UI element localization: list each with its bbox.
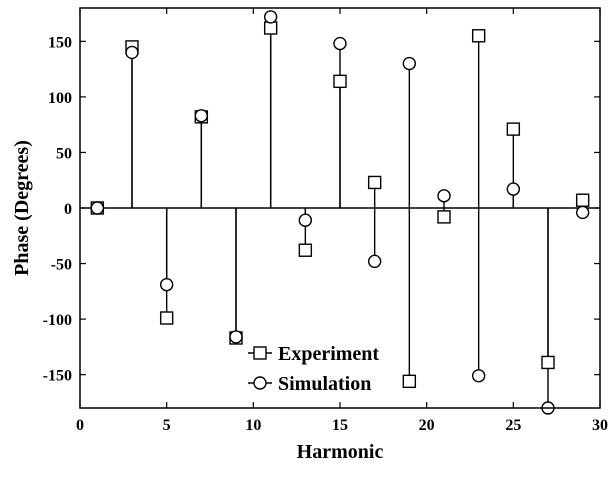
simulation-point <box>575 205 590 220</box>
legend: Experiment Simulation <box>248 343 379 395</box>
y-tick-label: -100 <box>43 312 72 329</box>
experiment-point <box>298 243 313 257</box>
simulation-point <box>333 36 347 51</box>
y-tick-label: 100 <box>48 90 72 107</box>
y-tick-label: -50 <box>51 257 72 274</box>
legend-circle-marker <box>253 376 267 390</box>
legend-label: Simulation <box>278 373 371 395</box>
experiment-point <box>367 175 382 190</box>
experiment-point <box>263 21 278 35</box>
x-axis-title: Harmonic <box>297 441 384 463</box>
simulation-point <box>471 369 486 383</box>
x-tick-label: 25 <box>505 417 521 434</box>
ticks-layer: 0 5 10 15 20 25 30 -150 -100 -50 0 50 100 150 <box>43 8 608 434</box>
y-axis-title: Phase (Degrees) <box>11 140 33 276</box>
y-tick-label: 150 <box>48 34 72 51</box>
experiment-point <box>437 210 451 224</box>
experiment-point <box>402 374 417 389</box>
x-tick-label: 0 <box>76 417 84 434</box>
simulation-point <box>194 109 209 123</box>
legend-label: Experiment <box>278 343 379 365</box>
simulation-point <box>229 330 243 344</box>
x-tick-label: 20 <box>419 417 435 434</box>
markers-layer <box>90 10 590 415</box>
experiment-point <box>333 74 347 89</box>
simulation-point <box>298 213 313 227</box>
x-tick-label: 10 <box>245 417 261 434</box>
simulation-point <box>90 201 105 215</box>
simulation-point <box>125 45 139 60</box>
simulation-point <box>506 182 521 196</box>
experiment-point <box>575 193 590 207</box>
simulation-point <box>402 56 417 71</box>
simulation-point <box>159 277 174 292</box>
y-tick-label: 50 <box>56 145 72 162</box>
experiment-point <box>159 311 174 325</box>
stems-layer <box>131 16 584 408</box>
x-tick-label: 15 <box>332 417 348 434</box>
experiment-point <box>541 355 555 370</box>
x-tick-label: 30 <box>592 417 608 434</box>
y-tick-label: 0 <box>64 201 72 218</box>
simulation-point <box>367 254 382 269</box>
simulation-point <box>437 189 451 203</box>
x-tick-label: 5 <box>163 417 171 434</box>
experiment-point <box>471 29 486 43</box>
experiment-point <box>506 122 521 136</box>
y-tick-label: -150 <box>43 368 72 385</box>
legend-square-marker <box>253 346 267 360</box>
simulation-point <box>263 10 278 24</box>
